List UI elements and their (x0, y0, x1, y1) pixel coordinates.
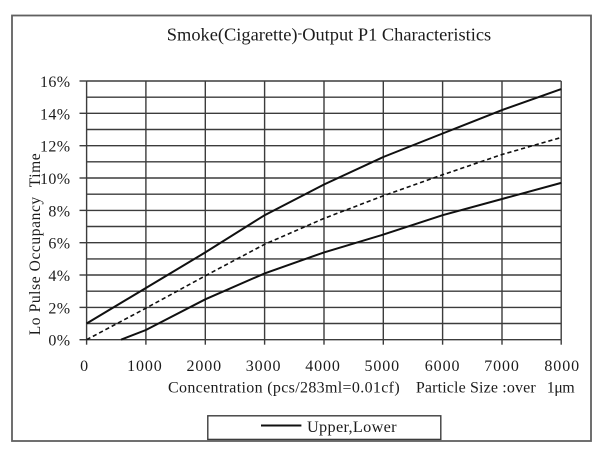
svg-text:Concentration (pcs/283ml=0.01c: Concentration (pcs/283ml=0.01cf) Particle… (168, 379, 575, 396)
svg-text:Upper,Lower: Upper,Lower (307, 417, 397, 436)
svg-text:12%: 12% (40, 139, 71, 156)
svg-text:16%: 16% (40, 74, 71, 91)
svg-text:2%: 2% (48, 300, 70, 317)
svg-text:14%: 14% (40, 106, 71, 123)
svg-text:Smoke(Cigarette)-Output P1 Cha: Smoke(Cigarette)-Output P1 Characteristi… (167, 25, 491, 46)
svg-text:3000: 3000 (246, 358, 282, 375)
svg-text:1000: 1000 (127, 358, 163, 375)
svg-text:0: 0 (80, 358, 89, 375)
svg-text:4%: 4% (48, 268, 70, 285)
svg-text:8%: 8% (48, 203, 70, 220)
svg-text:Lo Pulse Occupancy Time: Lo Pulse Occupancy Time (27, 153, 44, 336)
svg-text:6000: 6000 (425, 358, 461, 375)
svg-text:6%: 6% (48, 236, 70, 253)
svg-text:5000: 5000 (364, 358, 400, 375)
svg-text:8000: 8000 (544, 358, 580, 375)
svg-text:0%: 0% (48, 333, 70, 350)
svg-text:4000: 4000 (305, 358, 341, 375)
svg-text:10%: 10% (40, 171, 71, 188)
svg-text:7000: 7000 (484, 358, 520, 375)
svg-text:2000: 2000 (186, 358, 222, 375)
